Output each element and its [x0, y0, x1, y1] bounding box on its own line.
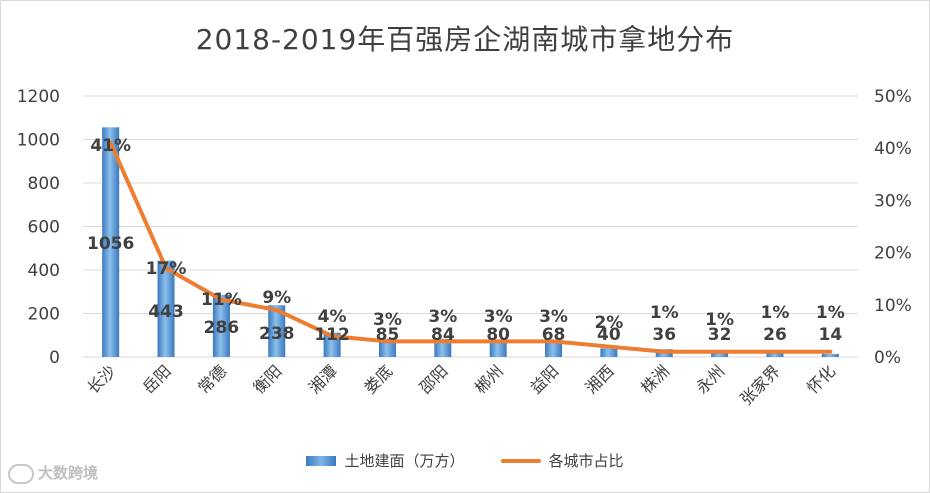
y-left-tick-label: 800	[28, 174, 60, 194]
bar-value-label: 32	[708, 325, 732, 345]
y-right-tick-label: 10%	[874, 296, 912, 316]
x-category-label: 衡阳	[250, 361, 286, 397]
x-category-label: 湘潭	[305, 361, 341, 397]
line-value-label: 2%	[594, 313, 623, 333]
line-value-label: 9%	[262, 288, 291, 308]
legend-item-bar: 土地建面（万方）	[306, 450, 465, 471]
x-category-label: 永州	[692, 361, 728, 397]
line-value-label: 17%	[146, 259, 187, 279]
line-value-label: 1%	[816, 303, 845, 323]
bar-value-label: 84	[431, 325, 455, 345]
y-right-tick-label: 30%	[874, 191, 912, 211]
bar-value-label: 80	[486, 325, 510, 345]
line-value-label: 1%	[650, 303, 679, 323]
share-line	[108, 140, 833, 354]
line-value-label: 3%	[428, 307, 457, 327]
line-value-label: 11%	[201, 290, 242, 310]
line-value-label: 3%	[373, 310, 402, 330]
bar-value-label: 286	[204, 318, 240, 338]
bar	[489, 339, 507, 357]
bar-value-label: 1056	[87, 234, 134, 254]
y-left-tick-label: 600	[28, 218, 60, 238]
bar	[212, 294, 230, 357]
wechat-bubble-icon	[8, 463, 34, 484]
bar	[157, 260, 175, 357]
line-value-label: 4%	[318, 307, 347, 327]
bar	[821, 353, 839, 357]
line-value-label: 3%	[484, 307, 513, 327]
y-right-tick-label: 40%	[874, 139, 912, 159]
bar	[102, 127, 120, 357]
line-value-label: 1%	[761, 303, 790, 323]
line-value-label: 41%	[90, 136, 131, 156]
bar	[766, 351, 784, 357]
x-category-label: 株洲	[637, 361, 673, 397]
chart-legend: 土地建面（万方） 各城市占比	[0, 450, 930, 471]
bar-value-label: 68	[542, 325, 566, 345]
y-right-tick-label: 0%	[874, 348, 901, 368]
bar-value-label: 112	[314, 325, 350, 345]
y-left-tick-label: 400	[28, 261, 60, 281]
y-right-tick-label: 50%	[874, 87, 912, 107]
legend-bar-swatch	[306, 455, 337, 466]
bar	[545, 342, 563, 357]
bar-value-label: 40	[597, 325, 621, 345]
x-category-label: 岳阳	[139, 361, 175, 397]
legend-line-swatch	[500, 458, 541, 463]
y-right-tick-label: 20%	[874, 244, 912, 264]
legend-item-line: 各城市占比	[500, 450, 624, 471]
x-category-label: 常德	[194, 361, 230, 397]
x-category-label: 邵阳	[416, 361, 452, 397]
y-left-tick-label: 0	[49, 348, 60, 368]
watermark: 大数跨境	[8, 462, 98, 484]
bar-value-label: 36	[652, 325, 676, 345]
chart-title: 2018-2019年百强房企湖南城市拿地分布	[195, 23, 735, 56]
x-category-label: 益阳	[526, 361, 562, 397]
bar-value-label: 443	[148, 302, 184, 322]
legend-line-label: 各城市占比	[548, 452, 624, 470]
bar	[600, 348, 618, 357]
bar-value-label: 26	[763, 325, 787, 345]
bar-value-label: 238	[259, 324, 295, 344]
bar	[323, 332, 341, 357]
line-value-label: 1%	[705, 310, 734, 330]
x-category-label: 怀化	[803, 361, 839, 397]
x-category-label: 郴州	[471, 361, 507, 397]
line-value-label: 3%	[539, 307, 568, 327]
bar	[268, 305, 286, 357]
watermark-text: 大数跨境	[38, 464, 99, 482]
x-category-label: 湘西	[582, 361, 618, 397]
x-category-label: 张家界	[736, 361, 783, 408]
bar-value-label: 14	[818, 325, 842, 345]
x-category-label: 娄底	[360, 361, 396, 397]
y-left-tick-label: 1200	[17, 87, 60, 107]
x-category-label: 长沙	[83, 361, 119, 397]
bar-value-label: 85	[376, 325, 400, 345]
y-left-tick-label: 200	[28, 305, 60, 325]
y-left-tick-label: 1000	[17, 131, 60, 151]
legend-bar-label: 土地建面（万方）	[344, 452, 465, 470]
